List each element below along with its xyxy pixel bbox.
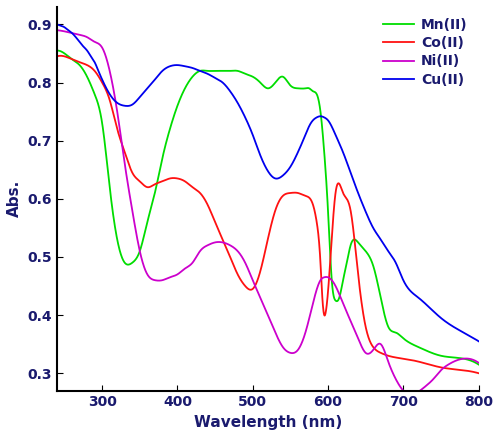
Ni(II): [248, 273, 254, 278]
Mn(II): [248, 73, 254, 79]
Cu(II): [386, 250, 392, 255]
Ni(II): [54, 28, 60, 33]
Cu(II): [259, 157, 265, 162]
Co(II): [464, 368, 469, 373]
Ni(II): [76, 32, 82, 37]
Mn(II): [464, 357, 469, 362]
Co(II): [464, 368, 469, 373]
Co(II): [386, 354, 392, 359]
Ni(II): [464, 356, 469, 361]
Co(II): [248, 287, 254, 292]
Mn(II): [54, 48, 60, 53]
Mn(II): [386, 326, 392, 331]
Mn(II): [54, 48, 60, 53]
Mn(II): [76, 62, 82, 67]
Mn(II): [259, 82, 265, 87]
X-axis label: Wavelength (nm): Wavelength (nm): [194, 415, 342, 430]
Co(II): [58, 53, 64, 59]
Y-axis label: Abs.: Abs.: [7, 180, 22, 218]
Legend: Mn(II), Co(II), Ni(II), Cu(II): Mn(II), Co(II), Ni(II), Cu(II): [379, 14, 472, 91]
Ni(II): [464, 356, 469, 361]
Ni(II): [408, 392, 414, 397]
Co(II): [259, 261, 265, 267]
Cu(II): [476, 339, 482, 344]
Cu(II): [463, 331, 469, 336]
Cu(II): [54, 22, 60, 27]
Cu(II): [464, 331, 469, 336]
Cu(II): [76, 38, 82, 43]
Line: Cu(II): Cu(II): [57, 24, 478, 341]
Ni(II): [259, 299, 265, 304]
Ni(II): [386, 361, 392, 366]
Ni(II): [476, 360, 482, 365]
Line: Ni(II): Ni(II): [57, 30, 478, 395]
Co(II): [54, 54, 60, 59]
Co(II): [476, 371, 482, 376]
Mn(II): [464, 357, 469, 362]
Line: Co(II): Co(II): [57, 56, 478, 373]
Mn(II): [476, 362, 482, 367]
Co(II): [76, 59, 82, 65]
Cu(II): [248, 127, 254, 132]
Line: Mn(II): Mn(II): [57, 51, 478, 364]
